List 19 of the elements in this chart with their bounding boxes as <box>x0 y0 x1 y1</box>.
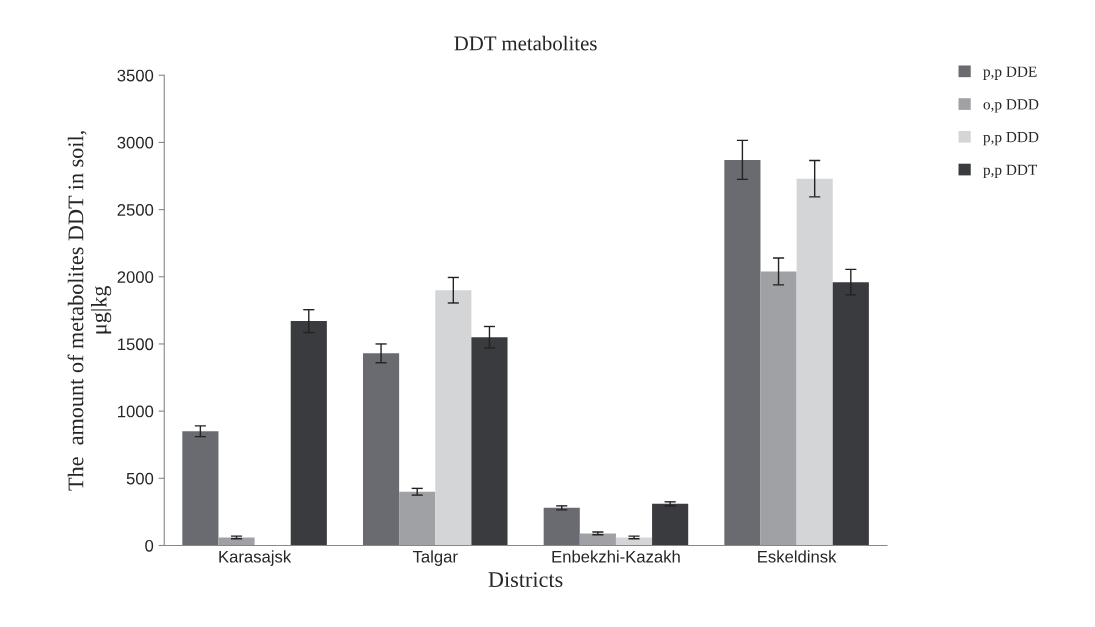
y-axis-title: The amount of metabolites DDT in soil, μg|kg <box>67 131 112 491</box>
y-tick-label: 2500 <box>117 204 154 216</box>
x-tick-label: Karasajsk <box>219 550 292 566</box>
legend-label: o,p DDD <box>983 99 1039 113</box>
y-tick-label: 3000 <box>117 136 154 149</box>
x-tick-label: Eskeldinsk <box>758 550 837 563</box>
y-tick-label: 3500 <box>117 69 154 82</box>
y-tick-label: 1500 <box>118 338 154 351</box>
y-tick-label: 500 <box>126 472 154 485</box>
y-tick-label: 1000 <box>118 405 154 418</box>
x-tick-label: Talgar <box>412 550 458 566</box>
y-tick-label: 2000 <box>117 271 154 283</box>
chart-title: DDT metabolites <box>454 35 597 51</box>
legend-label: p,p DDT <box>983 164 1038 179</box>
legend-label: p,p DDE <box>983 66 1037 80</box>
legend-label: p,p DDD <box>983 132 1039 146</box>
x-tick-label: Enbekzhi-Kazakh <box>552 550 680 563</box>
x-axis-title: Districts <box>488 572 563 588</box>
y-tick-label: 0 <box>145 539 154 552</box>
